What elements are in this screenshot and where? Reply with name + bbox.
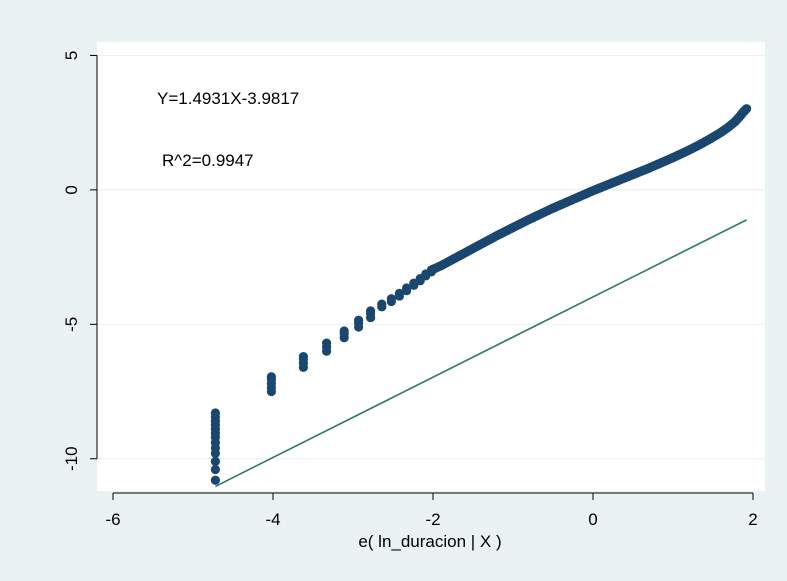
r-squared-label: R^2=0.9947 [162,151,254,170]
data-point [354,315,364,325]
data-point [377,299,387,309]
y-tick-label: 5 [62,51,81,60]
data-point [210,408,220,418]
x-tick-label: -6 [105,510,120,529]
fit-line [215,219,747,488]
y-tick-label: -5 [62,317,81,332]
fit-line-layer [215,219,747,488]
x-tick-label: 0 [588,510,597,529]
x-tick-label: -4 [265,510,280,529]
scatter-points [210,104,752,485]
data-point [266,372,276,382]
x-tick-label: 2 [748,510,757,529]
y-tick-label: 0 [62,185,81,194]
data-point [741,104,751,114]
y-axis: 5 0 -5 -10 [62,51,98,471]
y-tick-label: -10 [62,446,81,471]
data-point [386,294,396,304]
x-tick-label: -2 [425,510,440,529]
x-axis-label: e( ln_duracion | X ) [358,532,501,551]
x-axis: -6 -4 -2 0 2 [105,492,758,529]
gridlines [97,54,765,460]
data-point [210,464,220,475]
data-point [339,326,349,336]
data-point [366,306,376,316]
data-point [210,475,220,485]
data-point [298,351,308,362]
data-point [402,283,412,293]
data-point [394,288,404,298]
regression-equation: Y=1.4931X-3.9817 [157,89,299,108]
data-point [210,456,220,467]
data-point [322,338,332,348]
